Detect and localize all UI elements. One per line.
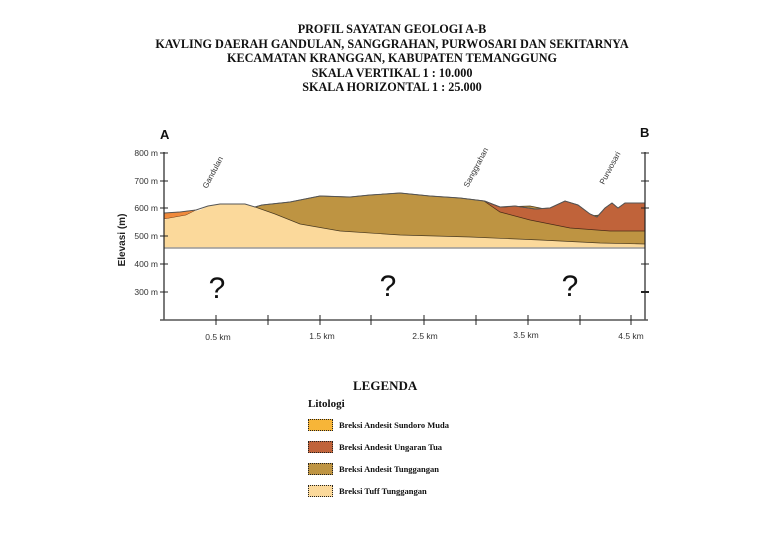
y-tick-800: 800 m bbox=[134, 148, 158, 158]
legend-label: Breksi Andesit Tunggangan bbox=[339, 464, 439, 474]
y-tick-600: 600 m bbox=[134, 203, 158, 213]
legend-item-sundoro-muda: Breksi Andesit Sundoro Muda bbox=[308, 418, 449, 432]
x-tick-4-5: 4.5 km bbox=[618, 331, 644, 341]
unknown-mark-3: ? bbox=[562, 270, 579, 303]
unknown-mark-1: ? bbox=[209, 272, 226, 305]
y-tick-400: 400 m bbox=[134, 259, 158, 269]
title-line-2: KAVLING DAERAH GANDULAN, SANGGRAHAN, PUR… bbox=[155, 36, 629, 51]
legend-title: LEGENDA bbox=[353, 378, 418, 393]
y-axis-label: Elevasi (m) bbox=[117, 214, 128, 267]
title-block: PROFIL SAYATAN GEOLOGI A-B KAVLING DAERA… bbox=[0, 22, 768, 95]
swatch-ungaran-tua bbox=[308, 441, 333, 453]
legend-label: Breksi Andesit Sundoro Muda bbox=[339, 420, 449, 430]
swatch-andesit-tunggangan bbox=[308, 463, 333, 475]
title-line-5: SKALA HORIZONTAL 1 : 25.000 bbox=[302, 80, 482, 95]
section-start-label: A bbox=[160, 127, 170, 142]
title-line-4: SKALA VERTIKAL 1 : 10.000 bbox=[311, 65, 473, 80]
legend-item-ungaran-tua: Breksi Andesit Ungaran Tua bbox=[308, 440, 442, 454]
swatch-tuff-tunggangan bbox=[308, 485, 333, 497]
unknown-mark-2: ? bbox=[380, 270, 397, 303]
y-tick-300: 300 m bbox=[134, 287, 158, 297]
legend-subtitle: Litologi bbox=[308, 398, 345, 410]
x-tick-1-5: 1.5 km bbox=[309, 331, 335, 341]
place-purwosari: Purwosari bbox=[598, 150, 623, 186]
legend-item-tuff-tunggangan: Breksi Tuff Tunggangan bbox=[308, 484, 427, 498]
legend-item-andesit-tunggangan: Breksi Andesit Tunggangan bbox=[308, 462, 439, 476]
surface-line bbox=[163, 192, 645, 218]
legend-label: Breksi Andesit Ungaran Tua bbox=[339, 442, 443, 452]
legend-label: Breksi Tuff Tunggangan bbox=[339, 486, 427, 496]
title-line-3: KECAMATAN KRANGGAN, KABUPATEN TEMANGGUNG bbox=[227, 51, 557, 66]
title-line-1: PROFIL SAYATAN GEOLOGI A-B bbox=[297, 22, 487, 36]
x-tick-2-5: 2.5 km bbox=[412, 331, 438, 341]
place-gandulan: Gandulan bbox=[201, 155, 225, 190]
x-tick-0-5: 0.5 km bbox=[205, 332, 231, 342]
y-tick-700: 700 m bbox=[134, 176, 158, 186]
section-end-label: B bbox=[640, 125, 649, 140]
swatch-sundoro-muda bbox=[308, 419, 333, 431]
x-tick-3-5: 3.5 km bbox=[513, 330, 539, 340]
y-tick-500: 500 m bbox=[134, 231, 158, 241]
place-sanggrahan: Sanggrahan bbox=[462, 146, 490, 189]
